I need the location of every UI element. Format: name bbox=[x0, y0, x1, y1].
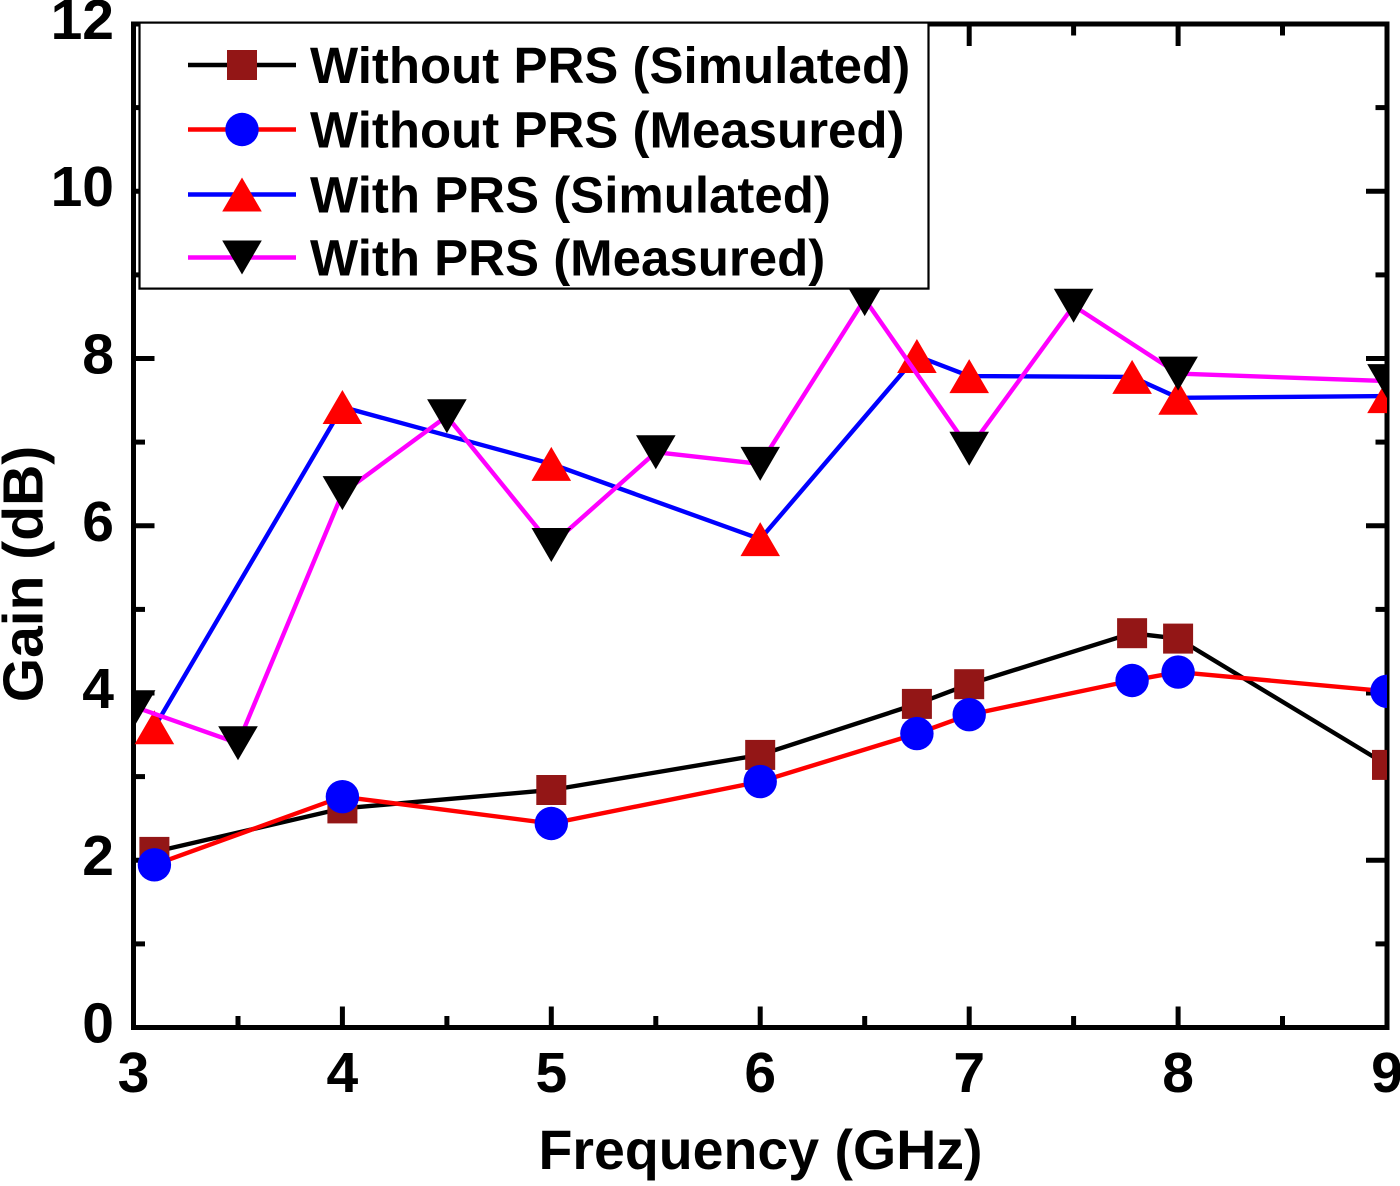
svg-text:8: 8 bbox=[1162, 1041, 1194, 1105]
svg-text:12: 12 bbox=[51, 0, 114, 52]
svg-text:4: 4 bbox=[82, 657, 114, 721]
svg-text:7: 7 bbox=[953, 1041, 985, 1105]
svg-text:9: 9 bbox=[1371, 1041, 1400, 1105]
svg-text:Gain (dB): Gain (dB) bbox=[0, 446, 56, 702]
svg-text:10: 10 bbox=[51, 155, 114, 219]
svg-text:0: 0 bbox=[82, 992, 114, 1056]
svg-text:4: 4 bbox=[327, 1041, 359, 1105]
svg-text:6: 6 bbox=[744, 1041, 776, 1105]
svg-text:With PRS (Measured): With PRS (Measured) bbox=[310, 230, 825, 287]
svg-text:6: 6 bbox=[82, 490, 114, 554]
svg-text:5: 5 bbox=[535, 1041, 567, 1105]
svg-text:Without PRS (Measured): Without PRS (Measured) bbox=[310, 102, 905, 159]
svg-text:3: 3 bbox=[118, 1041, 150, 1105]
svg-text:8: 8 bbox=[82, 323, 114, 387]
svg-text:Without PRS (Simulated): Without PRS (Simulated) bbox=[310, 37, 910, 94]
svg-text:2: 2 bbox=[82, 824, 114, 888]
svg-text:Frequency (GHz): Frequency (GHz) bbox=[538, 1119, 982, 1181]
svg-text:With PRS (Simulated): With PRS (Simulated) bbox=[310, 167, 831, 224]
